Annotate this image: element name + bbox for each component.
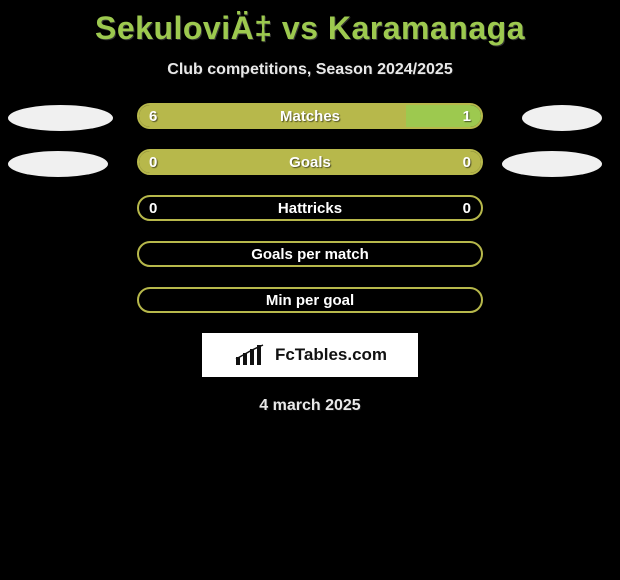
stat-bar: 61Matches	[137, 103, 483, 129]
page-subtitle: Club competitions, Season 2024/2025	[0, 61, 620, 79]
stat-rows: 61Matches 00Goals 0 0Hattricks Goals per mat…	[0, 103, 620, 317]
bar-fill-right	[406, 105, 481, 127]
date-label: 4 march 2025	[0, 397, 620, 415]
stat-bar: 0 0Hattricks	[137, 195, 483, 221]
left-ellipse	[8, 105, 113, 131]
stat-label: Min per goal	[139, 289, 481, 311]
right-ellipse	[502, 151, 602, 177]
bar-fill-left	[139, 151, 481, 173]
bar-fill-left	[139, 105, 406, 127]
stat-value-left: 0	[149, 197, 185, 219]
stat-label: Hattricks	[139, 197, 481, 219]
stat-row: Goals per match	[0, 241, 620, 271]
stat-row: 00Goals	[0, 149, 620, 179]
stat-bar: Goals per match	[137, 241, 483, 267]
brand-box[interactable]: FcTables.com	[202, 333, 418, 377]
stat-row: Min per goal	[0, 287, 620, 317]
stat-bar: 00Goals	[137, 149, 483, 175]
brand-name: FcTables.com	[275, 345, 387, 365]
comparison-card: SekuloviÄ‡ vs Karamanaga Club competitio…	[0, 0, 620, 580]
stat-label: Goals per match	[139, 243, 481, 265]
left-ellipse	[8, 151, 108, 177]
stat-value-right: 0	[435, 197, 471, 219]
stat-bar: Min per goal	[137, 287, 483, 313]
bars-icon	[233, 343, 269, 367]
stat-row: 61Matches	[0, 103, 620, 133]
right-ellipse	[522, 105, 602, 131]
page-title: SekuloviÄ‡ vs Karamanaga	[0, 0, 620, 47]
stat-row: 0 0Hattricks	[0, 195, 620, 225]
